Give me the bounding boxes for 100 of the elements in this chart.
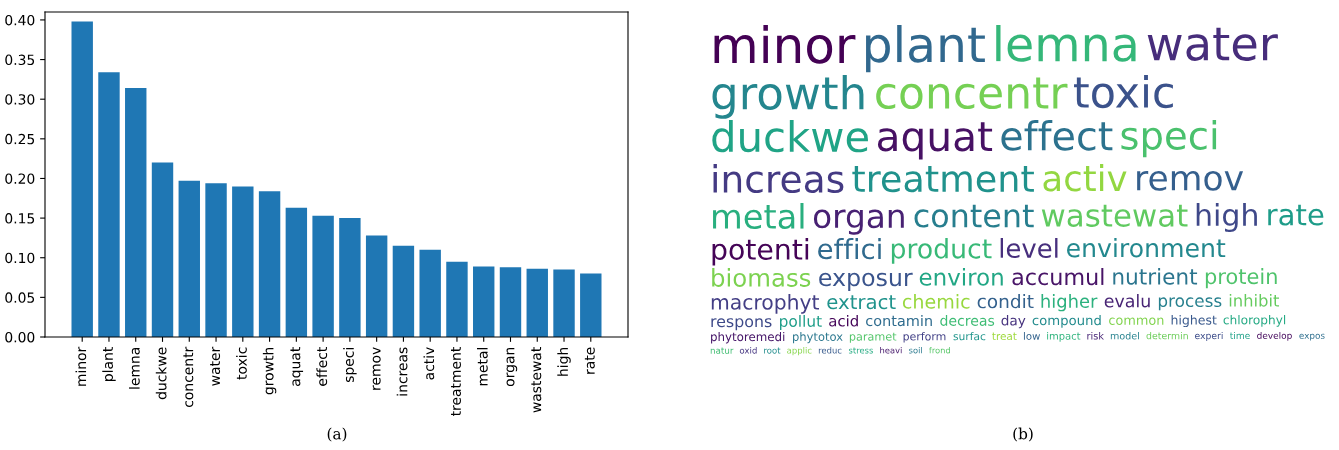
text: plant (866, 25, 985, 73)
bar (258, 191, 281, 337)
text: pollut (780, 315, 822, 330)
text: growth (712, 75, 864, 119)
text: increas (713, 164, 844, 194)
text: applic (787, 347, 812, 356)
text: respons (711, 318, 772, 331)
text: minor (714, 25, 856, 64)
text: organ (813, 209, 904, 235)
x-tick-label: minor (75, 346, 87, 386)
text: inhibit (1229, 294, 1280, 307)
x-tick-label: activ (423, 347, 435, 380)
text: common (1109, 317, 1164, 325)
text: nutrient (1113, 268, 1198, 285)
text: level (1000, 238, 1058, 259)
text: (a) (327, 427, 347, 442)
x-tick-label: growth (262, 347, 277, 395)
text: exposur (819, 272, 913, 291)
y-tick-label: 0.05 (5, 292, 35, 303)
bar (125, 88, 147, 337)
text: metal (713, 203, 804, 230)
text: macrophyt (711, 294, 820, 314)
bar (232, 186, 254, 337)
text: aquat (877, 122, 993, 160)
text: impact (1047, 332, 1081, 342)
text: high (1196, 203, 1257, 233)
text: expos (1299, 333, 1325, 341)
x-tick-label: effect (316, 347, 328, 386)
x-tick-label: speci (343, 348, 357, 383)
bar (339, 218, 361, 337)
text: contamin (866, 315, 932, 327)
x-tick-label: metal (477, 348, 488, 386)
text: accumul (1012, 268, 1104, 286)
text: potenti (712, 238, 809, 266)
text: content (914, 204, 1034, 228)
text: wastewat (1041, 204, 1188, 227)
text: experi (1195, 332, 1223, 341)
text: develop (1257, 332, 1292, 341)
text: toxic (1074, 75, 1173, 109)
bar (98, 72, 120, 337)
y-tick-label: 0.15 (5, 213, 35, 224)
text: highest (1171, 315, 1217, 328)
text: day (1001, 315, 1026, 329)
x-tick-label: concentr (183, 346, 194, 408)
bar (312, 215, 334, 337)
bar (151, 162, 174, 337)
text: treatment (852, 166, 1034, 193)
text: acid (829, 315, 858, 327)
text: effect (1001, 120, 1113, 151)
text: risk (1087, 332, 1104, 340)
x-tick-label: remov (372, 347, 381, 390)
text: phytotox (793, 332, 843, 344)
bar (499, 267, 522, 337)
text: speci (1121, 120, 1217, 158)
text: condit (977, 294, 1034, 309)
bar (205, 183, 227, 337)
bar (285, 207, 308, 337)
text: lemna (996, 25, 1136, 62)
x-tick-label: increas (396, 347, 408, 396)
text: stress (848, 347, 873, 354)
text: oxid (739, 347, 757, 354)
text: phytoremedi (711, 332, 785, 344)
text: evalu (1104, 294, 1150, 308)
x-tick-label: duckwe (155, 347, 167, 400)
text: chemic (902, 294, 970, 309)
x-tick-label: lemna (129, 347, 140, 389)
y-tick-label: 0.20 (5, 173, 35, 184)
text: (b) (1013, 427, 1033, 442)
x-tick-label: rate (584, 347, 595, 374)
text: low (1023, 332, 1040, 340)
x-tick-label: organ (506, 347, 518, 387)
text: duckwe (712, 120, 868, 153)
y-tick-label: 0.10 (5, 252, 35, 264)
bar (580, 273, 602, 337)
x-tick-label: wastewat (531, 347, 542, 413)
text: natur (710, 347, 734, 354)
text: treat (992, 332, 1017, 341)
y-tick-label: 0.35 (5, 54, 35, 66)
text: remov (1137, 170, 1244, 191)
bar (473, 266, 495, 337)
text: compound (1032, 315, 1101, 328)
bar (392, 245, 415, 337)
text: determin (1146, 332, 1188, 340)
text: concentr (876, 77, 1068, 110)
bar (553, 269, 575, 337)
x-tick-label: water (210, 346, 221, 386)
text: extract (827, 295, 896, 310)
y-tick-label: 0.40 (5, 14, 35, 26)
x-tick-label: toxic (236, 347, 247, 380)
bar (71, 21, 93, 337)
text: frond (929, 347, 950, 354)
text: time (1229, 332, 1250, 340)
x-tick-label: high (557, 347, 571, 376)
bar (526, 268, 548, 337)
text: higher (1041, 294, 1098, 312)
text: activ (1043, 164, 1127, 192)
text: effici (818, 238, 881, 260)
text: heavi (880, 347, 902, 354)
y-tick-label: 0.25 (5, 133, 35, 145)
x-tick-label: plant (102, 347, 116, 381)
